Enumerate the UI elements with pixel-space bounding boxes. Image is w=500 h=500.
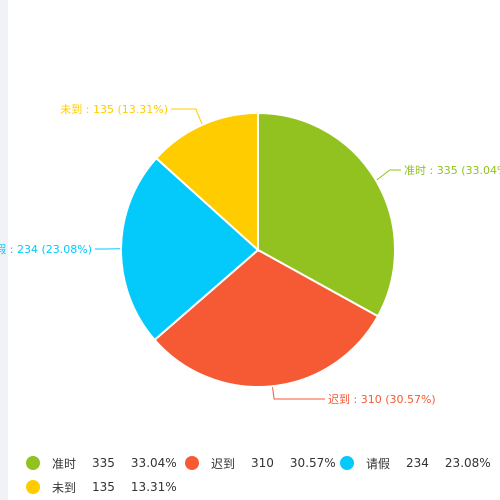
legend-label: 准时 [52, 456, 77, 471]
legend-percent: 23.08% [444, 456, 491, 470]
legend-percent: 30.57% [289, 456, 336, 470]
data-label-请假: 请假 : 234 (23.08%) [0, 242, 92, 256]
legend-marker [185, 456, 199, 470]
legend-item-未到[interactable]: 未到 135 13.31% [26, 478, 177, 496]
legend-marker [26, 480, 40, 494]
legend-label: 迟到 [211, 456, 236, 471]
legend-value: 335 [92, 456, 115, 470]
legend-value: 310 [251, 456, 274, 470]
legend-label: 请假 [366, 456, 391, 471]
leader-line-准时 [376, 169, 401, 181]
legend-marker [26, 456, 40, 470]
pie-slice-迟到[interactable] [153, 248, 380, 388]
leader-line-迟到 [272, 387, 325, 400]
legend-percent: 33.04% [130, 456, 177, 470]
legend-marker [340, 456, 354, 470]
legend-item-迟到[interactable]: 迟到 310 30.57% [185, 454, 336, 472]
leader-line-未到 [171, 108, 203, 125]
legend-item-准时[interactable]: 准时 335 33.04% [26, 454, 177, 472]
legend-item-请假[interactable]: 请假 234 23.08% [340, 454, 491, 472]
pie-slice-请假[interactable] [120, 156, 260, 342]
data-label-准时: 准时 : 335 (33.04%) [404, 164, 500, 177]
left-edge-strip [0, 0, 8, 500]
pie-slice-准时[interactable] [257, 111, 396, 318]
legend-value: 234 [406, 456, 429, 470]
legend-value: 135 [92, 480, 115, 494]
data-label-未到: 未到 : 135 (13.31%) [60, 103, 168, 116]
legend-label: 未到 [52, 480, 77, 495]
legend-percent: 13.31% [130, 480, 177, 494]
pie-slice-未到[interactable] [154, 111, 259, 253]
data-label-迟到: 迟到 : 310 (30.57%) [328, 393, 436, 406]
